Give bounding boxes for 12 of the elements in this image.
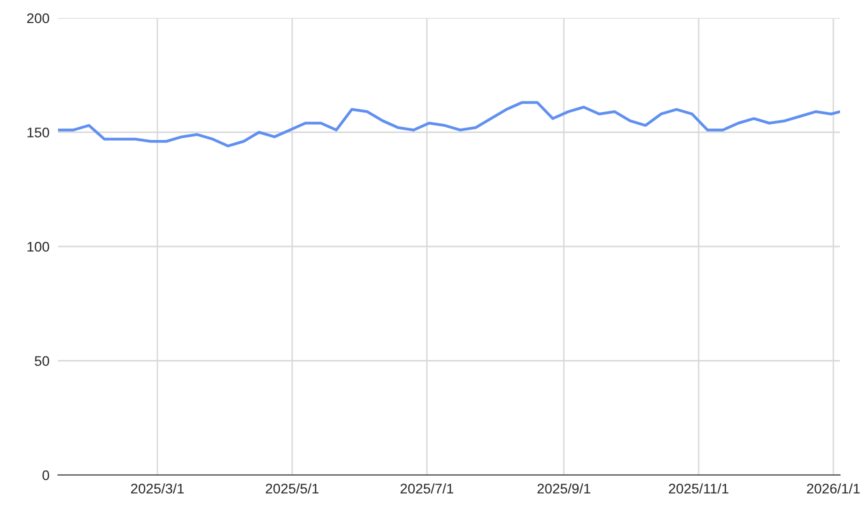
x-tick-label: 2025/5/1 xyxy=(266,483,319,494)
y-tick-label: 100 xyxy=(28,242,50,252)
x-tick-label: 2026/1/1 xyxy=(807,483,860,494)
y-tick-label: 200 xyxy=(27,13,50,24)
x-tick-label: 2025/7/1 xyxy=(400,483,454,494)
x-tick-label: 2025/11/1 xyxy=(668,483,728,494)
line-series xyxy=(58,101,840,148)
y-tick-label: 50 xyxy=(34,356,50,366)
x-tick-label: 2025/9/1 xyxy=(538,483,590,494)
y-tick-label: 0 xyxy=(42,470,50,480)
y-tick-label: 150 xyxy=(28,128,50,138)
x-tick-label: 2025/3/1 xyxy=(131,483,184,494)
